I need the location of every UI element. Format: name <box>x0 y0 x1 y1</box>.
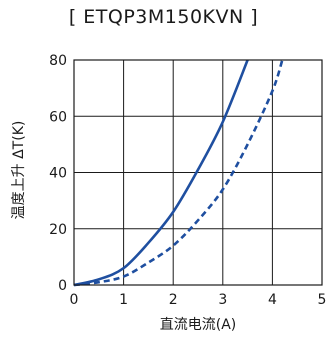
x-axis-label: 直流电流(A) <box>159 317 237 333</box>
x-tick-label: 1 <box>119 292 128 308</box>
y-tick-label: 20 <box>49 222 67 238</box>
y-tick-labels: 0 20 40 60 80 <box>49 53 67 294</box>
plot-frame <box>73 59 323 286</box>
x-tick-label: 4 <box>268 292 277 308</box>
x-tick-label: 2 <box>169 292 178 308</box>
y-tick-label: 60 <box>49 109 67 125</box>
x-tick-labels: 0 1 2 3 4 5 <box>70 292 327 308</box>
y-tick-label: 40 <box>49 166 67 182</box>
x-tick-label: 3 <box>218 292 227 308</box>
y-tick-label: 0 <box>58 278 67 294</box>
series-lines <box>73 59 284 287</box>
x-tick-label: 5 <box>318 292 327 308</box>
y-tick-label: 80 <box>49 53 67 69</box>
grid-lines <box>74 60 322 285</box>
x-tick-label: 0 <box>70 292 79 308</box>
chart-title: [ ETQP3M150KVN ] <box>68 6 259 28</box>
series-line-solid <box>73 59 249 287</box>
